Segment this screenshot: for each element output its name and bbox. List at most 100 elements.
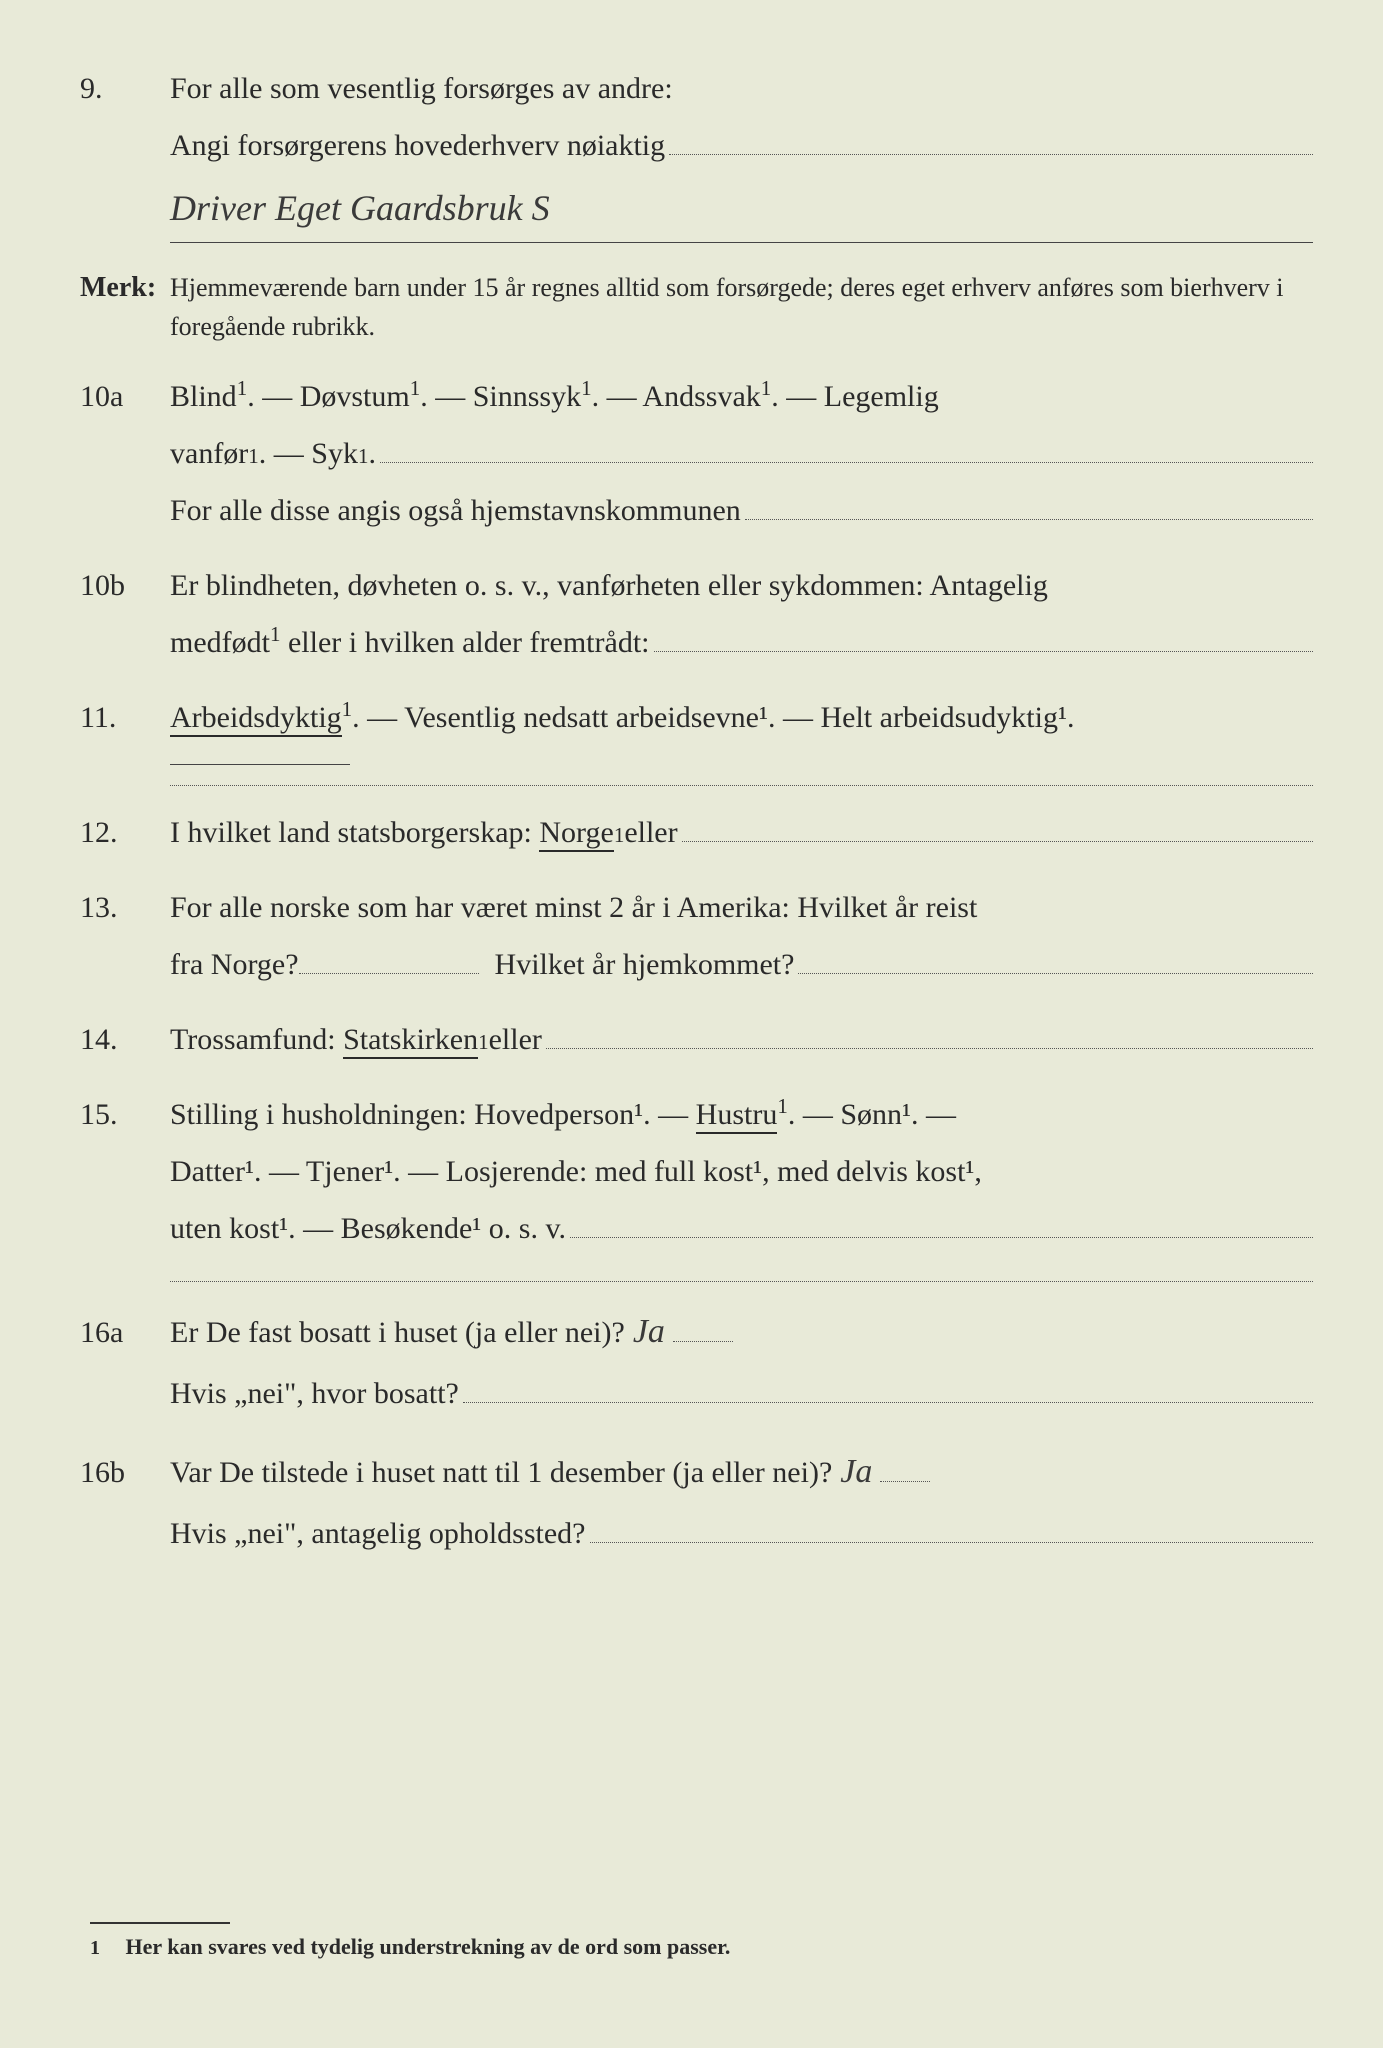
q12-opt-norge: Norge bbox=[532, 804, 614, 861]
q15-line2: Datter¹. — Tjener¹. — Losjerende: med fu… bbox=[170, 1143, 1313, 1200]
section-divider-2 bbox=[170, 1281, 1313, 1282]
q16b-line1-wrap: Var De tilstede i huset natt til 1 desem… bbox=[170, 1440, 1313, 1505]
q9-answer-line: Driver Eget Gaardsbruk S bbox=[170, 174, 1313, 243]
opt-sinnssyk: . — Sinnssyk bbox=[420, 380, 581, 413]
q9-line1: For alle som vesentlig forsørges av andr… bbox=[170, 60, 1313, 117]
q16a-fill bbox=[463, 1370, 1313, 1403]
q10a-fill2 bbox=[745, 487, 1313, 520]
q10b-number: 10b bbox=[80, 557, 170, 614]
q16a-short-fill bbox=[673, 1341, 733, 1342]
q13-fill1 bbox=[299, 973, 479, 974]
footnote-text: Her kan svares ved tydelig understreknin… bbox=[126, 1934, 731, 1959]
q10a-number: 10a bbox=[80, 368, 170, 425]
q10b-content: Er blindheten, døvheten o. s. v., vanfør… bbox=[170, 557, 1313, 671]
sup-q15: 1 bbox=[777, 1094, 788, 1118]
q15-line3: uten kost¹. — Besøkende¹ o. s. v. bbox=[170, 1200, 566, 1257]
q13-line2: fra Norge? Hvilket år hjemkommet? bbox=[170, 936, 1313, 993]
sup-q11: 1 bbox=[342, 697, 353, 721]
footnote-rule bbox=[90, 1922, 230, 1924]
sup1f: 1 bbox=[358, 437, 369, 477]
opt-blind: Blind bbox=[170, 380, 237, 413]
q14-number: 14. bbox=[80, 1011, 170, 1068]
q14-statskirken-underlined: Statskirken bbox=[343, 1023, 478, 1059]
q13-line2b: Hvilket år hjemkommet? bbox=[495, 936, 795, 993]
q9-line2-wrap: Angi forsørgerens hovederhverv nøiaktig bbox=[170, 117, 1313, 174]
q15: 15. Stilling i husholdningen: Hovedperso… bbox=[80, 1086, 1313, 1257]
q12-rest: eller bbox=[624, 804, 677, 861]
merk-text: Hjemmeværende barn under 15 år regnes al… bbox=[170, 268, 1313, 346]
q11-content: Arbeidsdyktig1. — Vesentlig nedsatt arbe… bbox=[170, 689, 1313, 746]
q10a-content: Blind1. — Døvstum1. — Sinnssyk1. — Andss… bbox=[170, 368, 1313, 539]
q16b-answer: Ja bbox=[832, 1440, 880, 1505]
q13-line1: For alle norske som har været minst 2 år… bbox=[170, 879, 1313, 936]
footnote-num: 1 bbox=[90, 1937, 100, 1959]
q10a-line3-wrap: For alle disse angis også hjemstavnskomm… bbox=[170, 482, 1313, 539]
opt-syk: . — Syk bbox=[259, 425, 358, 482]
q16b-content: Var De tilstede i huset natt til 1 desem… bbox=[170, 1440, 1313, 1562]
q16b: 16b Var De tilstede i huset natt til 1 d… bbox=[80, 1440, 1313, 1562]
q11-opt-arbeidsdyktig: Arbeidsdyktig bbox=[170, 701, 342, 737]
sup-q12: 1 bbox=[614, 816, 625, 856]
sup-q14: 1 bbox=[478, 1023, 489, 1063]
q10a-fill bbox=[380, 430, 1313, 463]
q11-rest: . — Vesentlig nedsatt arbeidsevne¹. — He… bbox=[352, 701, 1074, 734]
q16b-fill bbox=[590, 1510, 1314, 1543]
q10b: 10b Er blindheten, døvheten o. s. v., va… bbox=[80, 557, 1313, 671]
q14-text: Trossamfund: bbox=[170, 1011, 336, 1068]
q9: 9. For alle som vesentlig forsørges av a… bbox=[80, 60, 1313, 243]
q16b-number: 16b bbox=[80, 1444, 170, 1501]
q14-fill bbox=[546, 1016, 1313, 1049]
q9-line2: Angi forsørgerens hovederhverv nøiaktig bbox=[170, 117, 665, 174]
q14: 14. Trossamfund: Statskirken1 eller bbox=[80, 1011, 1313, 1068]
q16a-answer: Ja bbox=[625, 1300, 673, 1365]
sup1d: 1 bbox=[761, 376, 772, 400]
dot: . bbox=[368, 425, 376, 482]
q10a: 10a Blind1. — Døvstum1. — Sinnssyk1. — A… bbox=[80, 368, 1313, 539]
q16b-line1: Var De tilstede i huset natt til 1 desem… bbox=[170, 1444, 832, 1501]
q16a-number: 16a bbox=[80, 1304, 170, 1361]
footnote: 1 Her kan svares ved tydelig understrekn… bbox=[90, 1934, 1313, 1960]
opt-dovstum: . — Døvstum bbox=[247, 380, 410, 413]
q12-text: I hvilket land statsborgerskap: bbox=[170, 804, 532, 861]
q10b-line2-wrap: medfødt1 eller i hvilken alder fremtrådt… bbox=[170, 614, 1313, 671]
q16a-line1: Er De fast bosatt i huset (ja eller nei)… bbox=[170, 1304, 625, 1361]
q11-number: 11. bbox=[80, 689, 170, 746]
opt-legemlig: . — Legemlig bbox=[771, 380, 938, 413]
q10b-line2: medfødt1 eller i hvilken alder fremtrådt… bbox=[170, 614, 650, 671]
q14-rest: eller bbox=[489, 1011, 542, 1068]
q9-handwritten-answer: Driver Eget Gaardsbruk S bbox=[170, 174, 550, 242]
q10a-line3: For alle disse angis også hjemstavnskomm… bbox=[170, 482, 741, 539]
merk-row: Merk: Hjemmeværende barn under 15 år reg… bbox=[80, 261, 1313, 346]
q10a-line1: Blind1. — Døvstum1. — Sinnssyk1. — Andss… bbox=[170, 368, 1313, 425]
q9-number: 9. bbox=[80, 60, 170, 117]
q13-line2a: fra Norge? bbox=[170, 936, 299, 993]
q15-line3-wrap: uten kost¹. — Besøkende¹ o. s. v. bbox=[170, 1200, 1313, 1257]
q13: 13. For alle norske som har været minst … bbox=[80, 879, 1313, 993]
q12: 12. I hvilket land statsborgerskap: Norg… bbox=[80, 804, 1313, 861]
q15-line1: Stilling i husholdningen: Hovedperson¹. … bbox=[170, 1086, 1313, 1143]
census-form-page: 9. For alle som vesentlig forsørges av a… bbox=[80, 60, 1313, 2008]
sup1e: 1 bbox=[248, 437, 259, 477]
q15-line1b: . — Sønn¹. — bbox=[788, 1098, 956, 1131]
q15-line1a: Stilling i husholdningen: Hovedperson¹. … bbox=[170, 1098, 696, 1131]
q9-content: For alle som vesentlig forsørges av andr… bbox=[170, 60, 1313, 243]
opt-vanfor: vanfør bbox=[170, 425, 248, 482]
sup1b: 1 bbox=[410, 376, 421, 400]
sup1: 1 bbox=[237, 376, 248, 400]
q14-opt: Statskirken bbox=[336, 1011, 479, 1068]
q16a-content: Er De fast bosatt i huset (ja eller nei)… bbox=[170, 1300, 1313, 1422]
q11-divider bbox=[170, 764, 350, 765]
q15-fill bbox=[570, 1205, 1313, 1238]
section-divider-1 bbox=[170, 785, 1313, 786]
q16b-line2-wrap: Hvis „nei", antagelig opholdssted? bbox=[170, 1505, 1313, 1562]
q16a-line2-wrap: Hvis „nei", hvor bosatt? bbox=[170, 1365, 1313, 1422]
q12-norge-underlined: Norge bbox=[539, 816, 613, 852]
q13-fill2 bbox=[798, 941, 1313, 974]
q11: 11. Arbeidsdyktig1. — Vesentlig nedsatt … bbox=[80, 689, 1313, 746]
q15-hustru-underlined: Hustru bbox=[696, 1098, 778, 1134]
q13-number: 13. bbox=[80, 879, 170, 936]
q10b-fill bbox=[654, 619, 1314, 652]
sup1c: 1 bbox=[581, 376, 592, 400]
q9-fill bbox=[669, 122, 1313, 155]
q12-number: 12. bbox=[80, 804, 170, 861]
